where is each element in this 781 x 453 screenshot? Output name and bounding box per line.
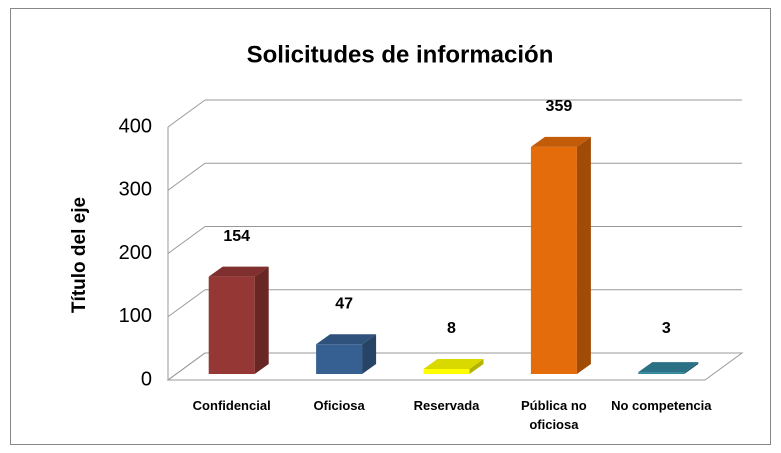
x-tick-label: Reservada [413, 398, 480, 413]
bar-top [208, 266, 269, 277]
bar [638, 362, 699, 374]
bar-top [316, 334, 377, 345]
bar-top [638, 362, 699, 373]
bar [316, 334, 377, 374]
bar-side [576, 136, 591, 374]
bar-front [423, 368, 470, 374]
grid-line [167, 99, 206, 128]
data-label: 154 [223, 228, 250, 245]
chart-title: Solicitudes de información [247, 41, 554, 68]
x-tick-label: Pública no oficiosa [521, 398, 587, 432]
grid-line [167, 289, 206, 318]
bar [530, 136, 591, 374]
bar-top [530, 136, 591, 147]
grid-line [167, 162, 206, 191]
x-tick-label: Oficiosa [313, 398, 365, 413]
bar-front [638, 372, 685, 374]
data-label: 47 [335, 295, 353, 312]
bar-side [254, 266, 269, 374]
y-tick-label: 200 [119, 242, 152, 264]
x-tick-label: Confidencial [192, 398, 271, 413]
bar-side [362, 334, 377, 374]
grid-line [167, 226, 206, 254]
bar-front [530, 146, 577, 374]
x-tick-label: No competencia [611, 398, 712, 413]
bar-side [469, 358, 484, 374]
bar-front [316, 344, 363, 374]
y-tick-label: 0 [141, 368, 152, 390]
bar-front [208, 276, 255, 374]
bar [208, 266, 269, 374]
bar-side [684, 362, 699, 374]
y-tick-label: 300 [119, 179, 152, 201]
grid-line [167, 352, 206, 381]
data-label: 8 [447, 320, 456, 337]
data-label: 3 [662, 320, 671, 337]
bar [423, 358, 484, 374]
y-tick-label: 400 [119, 115, 152, 137]
y-tick-label: 100 [119, 305, 152, 327]
y-axis-label: Título del eje [69, 197, 90, 313]
bar-top [423, 358, 484, 369]
data-label: 359 [546, 98, 573, 115]
